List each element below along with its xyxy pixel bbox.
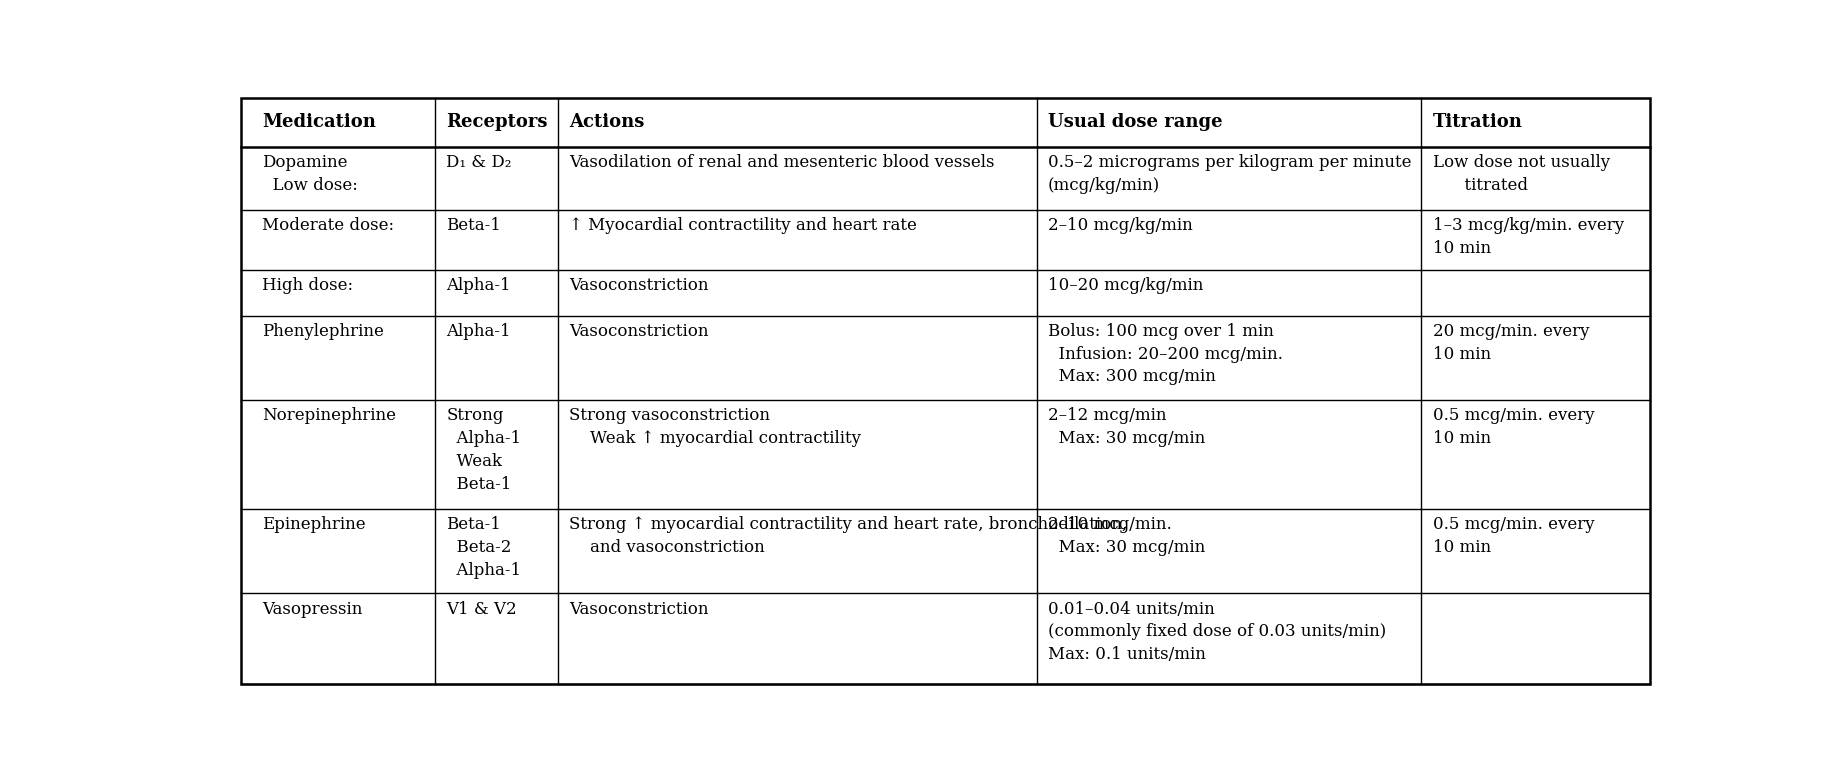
Text: Phenylephrine: Phenylephrine [262,323,384,340]
Text: Vasoconstriction: Vasoconstriction [570,323,708,340]
Text: Alpha-1: Alpha-1 [446,323,511,340]
Text: 2–10 mcg/kg/min: 2–10 mcg/kg/min [1047,217,1193,234]
Text: Moderate dose:: Moderate dose: [262,217,395,234]
Text: 2–10 mcg/min.
  Max: 30 mcg/min: 2–10 mcg/min. Max: 30 mcg/min [1047,516,1206,556]
Text: Usual dose range: Usual dose range [1047,113,1223,131]
Text: 0.5 mcg/min. every
10 min: 0.5 mcg/min. every 10 min [1433,516,1595,556]
Text: Titration: Titration [1433,113,1523,131]
Text: Vasoconstriction: Vasoconstriction [570,278,708,294]
Text: Beta-1: Beta-1 [446,217,502,234]
Text: Receptors: Receptors [446,113,548,131]
Text: 1–3 mcg/kg/min. every
10 min: 1–3 mcg/kg/min. every 10 min [1433,217,1625,257]
Text: Low dose not usually
      titrated: Low dose not usually titrated [1433,154,1610,194]
Text: Dopamine
  Low dose:: Dopamine Low dose: [262,154,358,194]
Text: Bolus: 100 mcg over 1 min
  Infusion: 20–200 mcg/min.
  Max: 300 mcg/min: Bolus: 100 mcg over 1 min Infusion: 20–2… [1047,323,1283,385]
Text: 0.5–2 micrograms per kilogram per minute
(mcg/kg/min): 0.5–2 micrograms per kilogram per minute… [1047,154,1411,194]
Text: ↑ Myocardial contractility and heart rate: ↑ Myocardial contractility and heart rat… [570,217,916,234]
Text: Vasoconstriction: Vasoconstriction [570,601,708,618]
Text: 2–12 mcg/min
  Max: 30 mcg/min: 2–12 mcg/min Max: 30 mcg/min [1047,407,1206,447]
Text: Epinephrine: Epinephrine [262,516,365,533]
Text: Strong ↑ myocardial contractility and heart rate, bronchodilation,
    and vasoc: Strong ↑ myocardial contractility and he… [570,516,1127,556]
Text: Vasopressin: Vasopressin [262,601,361,618]
Text: 10–20 mcg/kg/min: 10–20 mcg/kg/min [1047,278,1204,294]
Text: Actions: Actions [570,113,644,131]
Text: High dose:: High dose: [262,278,352,294]
Text: Strong
  Alpha-1
  Weak
  Beta-1: Strong Alpha-1 Weak Beta-1 [446,407,522,493]
Text: Alpha-1: Alpha-1 [446,278,511,294]
Text: 0.5 mcg/min. every
10 min: 0.5 mcg/min. every 10 min [1433,407,1595,447]
Text: 20 mcg/min. every
10 min: 20 mcg/min. every 10 min [1433,323,1590,363]
Text: Vasodilation of renal and mesenteric blood vessels: Vasodilation of renal and mesenteric blo… [570,154,994,171]
Text: Norepinephrine: Norepinephrine [262,407,396,424]
Text: V1 & V2: V1 & V2 [446,601,516,618]
Text: Strong vasoconstriction
    Weak ↑ myocardial contractility: Strong vasoconstriction Weak ↑ myocardia… [570,407,861,447]
Text: Medication: Medication [262,113,376,131]
Text: D₁ & D₂: D₁ & D₂ [446,154,513,171]
Text: 0.01–0.04 units/min
(commonly fixed dose of 0.03 units/min)
Max: 0.1 units/min: 0.01–0.04 units/min (commonly fixed dose… [1047,601,1387,663]
Text: Beta-1
  Beta-2
  Alpha-1: Beta-1 Beta-2 Alpha-1 [446,516,522,579]
